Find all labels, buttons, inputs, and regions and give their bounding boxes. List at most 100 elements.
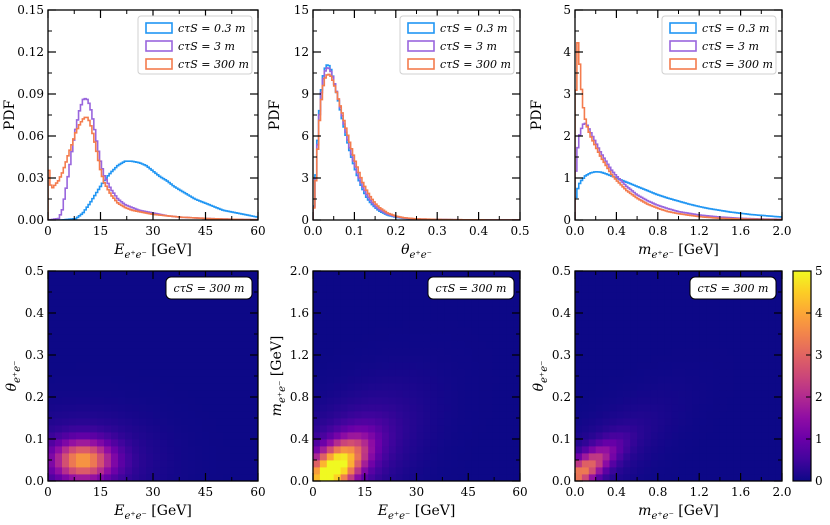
heat_E_theta-cell	[83, 460, 91, 468]
heat_E_m-cell	[333, 418, 341, 426]
heat_E_theta-cell	[230, 299, 238, 307]
heat_E_m-cell	[464, 355, 473, 363]
heat_E_m-cell	[471, 306, 479, 314]
heat_m_theta-cell	[588, 446, 597, 454]
heat_m_theta-cell	[588, 411, 597, 419]
heat_m_theta-xtick-label-1: 0.4	[607, 485, 626, 499]
heat_E_theta-cell	[195, 355, 203, 363]
heat_m_theta-cell	[595, 425, 603, 433]
heat_m_theta-cell	[775, 397, 783, 405]
heat_m_theta-cell	[699, 320, 707, 328]
heat_E_m-cell	[409, 306, 417, 314]
heat_E_theta-cell	[251, 292, 259, 300]
heat_E_m-cell	[313, 313, 321, 321]
heat_E_theta-annotation: cτS = 300 m	[165, 276, 253, 300]
heat_E_theta-cell	[132, 320, 140, 328]
heat_E_theta-cell	[209, 425, 217, 433]
heat_E_theta-cell	[69, 362, 77, 370]
heat_E_m-cell	[361, 362, 369, 370]
heat_E_theta-cell	[111, 285, 119, 293]
heat_E_theta-cell	[181, 397, 189, 405]
heat_E_m-cell	[499, 320, 507, 328]
heat_m_theta-cell	[719, 432, 728, 440]
heat_E_theta-cell	[48, 453, 56, 461]
heat_E_theta-cell	[83, 285, 91, 293]
heat_E_m-cell	[375, 411, 383, 419]
heat_E_theta-cell	[62, 390, 70, 398]
heat_E_m-cell	[395, 285, 404, 293]
heat_E_theta-cell	[90, 285, 98, 293]
heat_E_m-cell	[402, 439, 410, 447]
heat_E_theta-cell	[83, 453, 91, 461]
heat_m_theta-cell	[602, 390, 610, 398]
heat_m_theta-cell	[733, 404, 741, 412]
heat_E_m-cell	[368, 285, 376, 293]
heat_E_theta-cell	[97, 327, 105, 335]
heat_m_theta-cell	[692, 432, 700, 440]
heat_E_theta-cell	[62, 404, 70, 412]
heat_E_m-cell	[368, 474, 376, 482]
heat_m_theta-cell	[699, 425, 707, 433]
heat_E_theta-cell	[76, 474, 84, 482]
heat_m_theta-cell	[692, 299, 700, 307]
heat_m_theta-cell	[747, 376, 755, 384]
heat_E_m-cell	[375, 341, 383, 349]
heat_m_theta-cell	[761, 362, 769, 370]
heat_m_theta-cell	[678, 453, 686, 461]
heat_E_m-cell	[354, 411, 362, 419]
heat_m_theta-cell	[581, 439, 590, 447]
heat_E_m-cell	[375, 376, 383, 384]
heat_E_theta-cell	[118, 446, 126, 454]
heat_E_m-xtick-label-2: 30	[409, 485, 424, 499]
heat_E_theta-cell	[139, 397, 147, 405]
heat_E_m-cell	[492, 390, 500, 398]
heat_E_theta-cell	[69, 446, 77, 454]
heat_E_m-cell	[375, 313, 383, 321]
heat_E_m-cell	[451, 271, 459, 279]
heat_E_theta-cell	[160, 390, 168, 398]
heat_m_theta-cell	[685, 446, 693, 454]
heat_E_theta-cell	[237, 320, 245, 328]
heat_m_theta-cell	[713, 341, 721, 349]
heat_m_theta-cell	[602, 439, 610, 447]
heat_E_m-cell	[368, 390, 376, 398]
heat_m_theta-cell	[726, 383, 735, 391]
heat_m_theta-cell	[706, 446, 714, 454]
heat_E_theta-cell	[160, 327, 168, 335]
heat_m_theta-cell	[699, 446, 707, 454]
heat_m_theta-cell	[719, 348, 728, 356]
heat_E_theta-cell	[153, 383, 161, 391]
heat_E_m-cell	[326, 383, 335, 391]
heat_E_theta-cell	[76, 271, 84, 279]
heat_m_theta-cell	[733, 467, 741, 475]
heat_m_theta-cell	[678, 313, 686, 321]
heat_E_theta-cell	[62, 299, 70, 307]
heat_E_m-cell	[416, 460, 424, 468]
heat_E_theta-cell	[202, 376, 210, 384]
heat_E_m-cell	[513, 292, 521, 300]
heat_E_theta-cell	[76, 362, 84, 370]
heat_E_m-cell	[347, 411, 355, 419]
heat_E_theta-cell	[62, 439, 70, 447]
heat_E_theta-cell	[195, 362, 203, 370]
heat_m_theta-cell	[671, 404, 679, 412]
heat_E_theta-cell	[48, 369, 56, 377]
heat_E_m-cell	[313, 362, 321, 370]
heat_E_m-cell	[333, 383, 341, 391]
heat_m_theta-cell	[664, 418, 672, 426]
heat_E_theta-cell	[216, 467, 224, 475]
heat_E_theta-cell	[62, 376, 70, 384]
heat_E_m-cell	[513, 285, 521, 293]
heat_E_m-cell	[464, 376, 473, 384]
heat_E_m-cell	[478, 271, 486, 279]
heat_m_theta-cell	[644, 334, 652, 342]
heat_E_m-cell	[471, 432, 479, 440]
heat_m_theta-cell	[630, 369, 638, 377]
heat_E_m-cell	[451, 341, 459, 349]
heat_E_theta-cell	[48, 313, 56, 321]
heat_E_m-cell	[471, 453, 479, 461]
heat_E_m-cell	[326, 320, 335, 328]
heat_E_theta-cell	[223, 334, 231, 342]
heat_m_theta-cell	[616, 299, 624, 307]
heat_E_theta-cell	[69, 348, 77, 356]
